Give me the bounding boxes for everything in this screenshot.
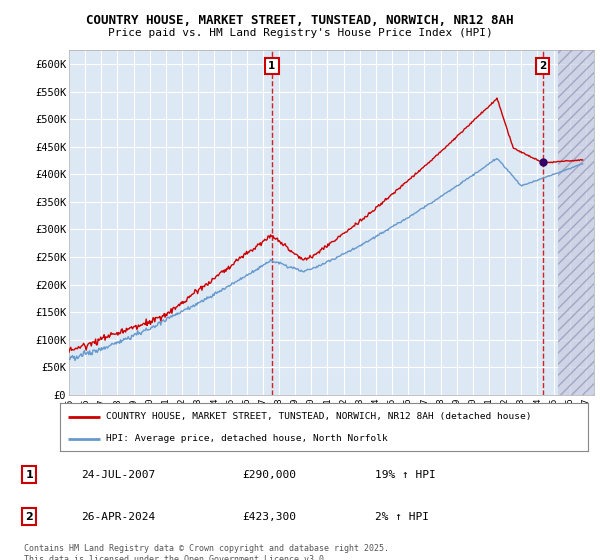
Text: 2% ↑ HPI: 2% ↑ HPI (375, 512, 429, 521)
Bar (559, 50, 594, 395)
Text: 2: 2 (25, 512, 33, 521)
Text: 26-APR-2024: 26-APR-2024 (81, 512, 155, 521)
Text: Price paid vs. HM Land Registry's House Price Index (HPI): Price paid vs. HM Land Registry's House … (107, 28, 493, 38)
Text: 1: 1 (25, 470, 33, 479)
Text: 1: 1 (268, 60, 275, 71)
Text: Contains HM Land Registry data © Crown copyright and database right 2025.
This d: Contains HM Land Registry data © Crown c… (24, 544, 389, 560)
Text: COUNTRY HOUSE, MARKET STREET, TUNSTEAD, NORWICH, NR12 8AH (detached house): COUNTRY HOUSE, MARKET STREET, TUNSTEAD, … (106, 412, 532, 421)
Text: HPI: Average price, detached house, North Norfolk: HPI: Average price, detached house, Nort… (106, 435, 388, 444)
Bar (559, 50, 594, 395)
Text: 19% ↑ HPI: 19% ↑ HPI (375, 470, 436, 479)
Text: 2: 2 (539, 60, 546, 71)
Text: COUNTRY HOUSE, MARKET STREET, TUNSTEAD, NORWICH, NR12 8AH: COUNTRY HOUSE, MARKET STREET, TUNSTEAD, … (86, 14, 514, 27)
Text: £423,300: £423,300 (242, 512, 296, 521)
Text: £290,000: £290,000 (242, 470, 296, 479)
Text: 24-JUL-2007: 24-JUL-2007 (81, 470, 155, 479)
